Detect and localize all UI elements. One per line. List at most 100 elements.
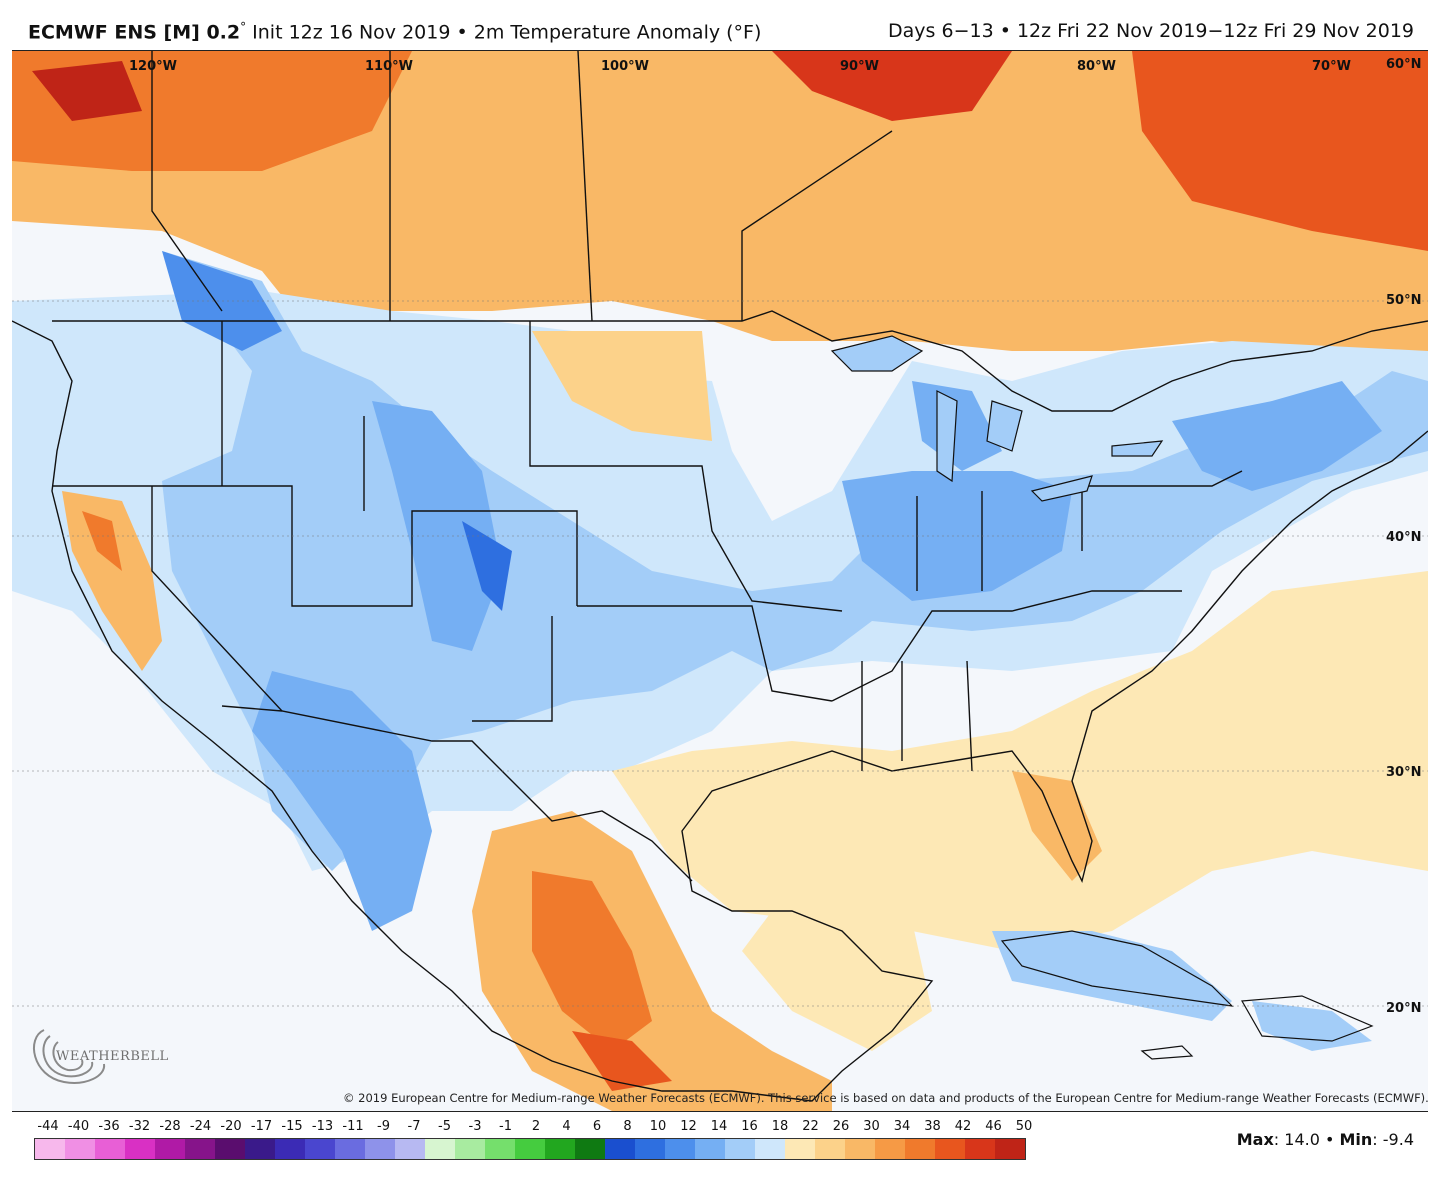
colorbar-tick-label: 34	[893, 1119, 911, 1134]
colorbar-tick-label: 6	[592, 1119, 602, 1134]
max-value: : 14.0 •	[1273, 1130, 1340, 1149]
warm-core-southern-mexico	[572, 1031, 672, 1091]
cool-core-northeast	[1172, 381, 1382, 491]
colorbar-tick-label: 42	[954, 1119, 972, 1134]
cool-core-baja	[252, 671, 432, 931]
medium-cool-interior	[162, 251, 1428, 871]
colorbar-tick-label: 18	[771, 1119, 789, 1134]
warm-anomaly-hudson	[772, 51, 1012, 121]
longitude-labels: 120°W 110°W 100°W 90°W 80°W 70°W	[129, 59, 1351, 74]
lake-michigan	[936, 390, 958, 483]
colorbar-tick-label: -5	[438, 1119, 451, 1134]
border-tennessee-line	[831, 590, 1182, 702]
colorbar-tick-label: -20	[220, 1119, 242, 1134]
colorbar-tick-label: -17	[250, 1119, 273, 1134]
model-name: ECMWF ENS [M] 0.2	[28, 21, 241, 44]
max-label: Max	[1236, 1130, 1274, 1149]
weatherbell-logo-icon	[33, 1029, 106, 1084]
jamaica-outline	[1140, 1045, 1194, 1060]
state-borders-west	[52, 485, 578, 607]
colorbar-swatch	[395, 1139, 425, 1159]
border-kansas-oklahoma	[577, 605, 833, 702]
lat-label-30n: 30°N	[1386, 765, 1421, 780]
colorbar-tick-label: 2	[531, 1119, 541, 1134]
colorbar-tick-label: -32	[128, 1119, 151, 1134]
great-lakes	[830, 335, 1164, 502]
min-label: Min	[1339, 1130, 1373, 1149]
colorbar-swatch	[275, 1139, 305, 1159]
border-bc-alberta	[151, 51, 223, 312]
colorbar-swatch	[35, 1139, 65, 1159]
colorbar-tick-label: -9	[377, 1119, 390, 1134]
valid-period: Days 6−13 • 12z Fri 22 Nov 2019−12z Fri …	[888, 20, 1414, 42]
cool-core-rockies	[372, 401, 502, 651]
graticule	[12, 300, 1428, 1007]
logo-text: WEATHERBELL	[56, 1049, 169, 1064]
colorbar-swatch	[335, 1139, 365, 1159]
colorbar-swatch	[815, 1139, 845, 1159]
colorbar-tick-label: -36	[98, 1119, 120, 1134]
state-borders-south	[861, 660, 973, 772]
lon-label-120w: 120°W	[129, 59, 177, 74]
min-value: : -9.4	[1372, 1130, 1414, 1149]
colorbar-swatch	[935, 1139, 965, 1159]
lon-label-80w: 80°W	[1077, 59, 1116, 74]
lon-label-70w: 70°W	[1312, 59, 1351, 74]
lake-ontario	[1111, 440, 1164, 457]
border-pennsylvania	[1082, 470, 1243, 487]
warm-anomaly-yucatan	[742, 911, 932, 1051]
colorbar-tick-label: 10	[649, 1119, 667, 1134]
warm-core-california	[82, 511, 122, 571]
colorbar-swatch	[965, 1139, 995, 1159]
warm-anomaly-quebec	[1132, 51, 1428, 251]
cool-anomaly-hispaniola	[1252, 1001, 1372, 1051]
hispaniola-outline	[1241, 995, 1374, 1042]
us-mexico-border	[221, 705, 693, 882]
colorbar-swatch	[95, 1139, 125, 1159]
lat-label-20n: 20°N	[1386, 1001, 1421, 1016]
colorbar-swatch	[605, 1139, 635, 1159]
anomaly-map[interactable]: 120°W 110°W 100°W 90°W 80°W 70°W 60°N 50…	[12, 50, 1428, 1112]
lake-erie	[1030, 475, 1093, 502]
border-new-mexico-texas	[472, 616, 553, 722]
lake-superior	[830, 335, 924, 372]
colorbar-swatch	[695, 1139, 725, 1159]
colorbar-tick-label: -3	[468, 1119, 482, 1134]
degree-symbol: °	[240, 20, 247, 34]
colorbar-swatch	[755, 1139, 785, 1159]
colorbar-swatch	[215, 1139, 245, 1159]
state-borders-plains	[529, 321, 843, 612]
lon-label-90w: 90°W	[840, 59, 879, 74]
colorbar-swatch	[905, 1139, 935, 1159]
us-canada-border	[52, 310, 1428, 412]
colorbar-tick-label: 30	[863, 1119, 880, 1134]
colorbar-swatch	[725, 1139, 755, 1159]
colorbar-swatch	[455, 1139, 485, 1159]
lon-label-100w: 100°W	[601, 59, 649, 74]
coastline	[12, 320, 1428, 1102]
colorbar-tick-label: 4	[562, 1119, 571, 1134]
cool-core-great-lakes	[912, 381, 1002, 471]
colorbar-tick-label: 46	[985, 1119, 1002, 1134]
colorbar-tick-label: -28	[159, 1119, 181, 1134]
colorbar-tick-label: 12	[680, 1119, 697, 1134]
colorbar-tick-label: 38	[924, 1119, 941, 1134]
colorbar	[34, 1138, 1026, 1160]
colorbar-tick-label: 26	[832, 1119, 850, 1134]
boundaries	[12, 51, 1428, 1102]
colorbar-swatch	[665, 1139, 695, 1159]
colorbar-swatch	[305, 1139, 335, 1159]
colorbar-swatch	[485, 1139, 515, 1159]
lat-label-50n: 50°N	[1386, 293, 1421, 308]
colorbar-swatch	[515, 1139, 545, 1159]
cool-anomaly-cuba	[992, 931, 1232, 1021]
border-manitoba-ontario	[741, 130, 893, 321]
colorbar-tick-labels: -44 -40 -36 -32 -28 -24 -20 -17 -15 -13 -11 -9 -7 -5-…	[34, 1119, 1032, 1137]
colorbar-swatch	[155, 1139, 185, 1159]
colorbar-swatch	[125, 1139, 155, 1159]
lat-label-60n: 60°N	[1386, 57, 1421, 72]
colorbar-swatch	[875, 1139, 905, 1159]
colorbar-swatch	[995, 1139, 1025, 1159]
colorbar-tick-label: -13	[311, 1119, 334, 1134]
max-min-readout: Max: 14.0 • Min: -9.4	[1237, 1130, 1414, 1149]
